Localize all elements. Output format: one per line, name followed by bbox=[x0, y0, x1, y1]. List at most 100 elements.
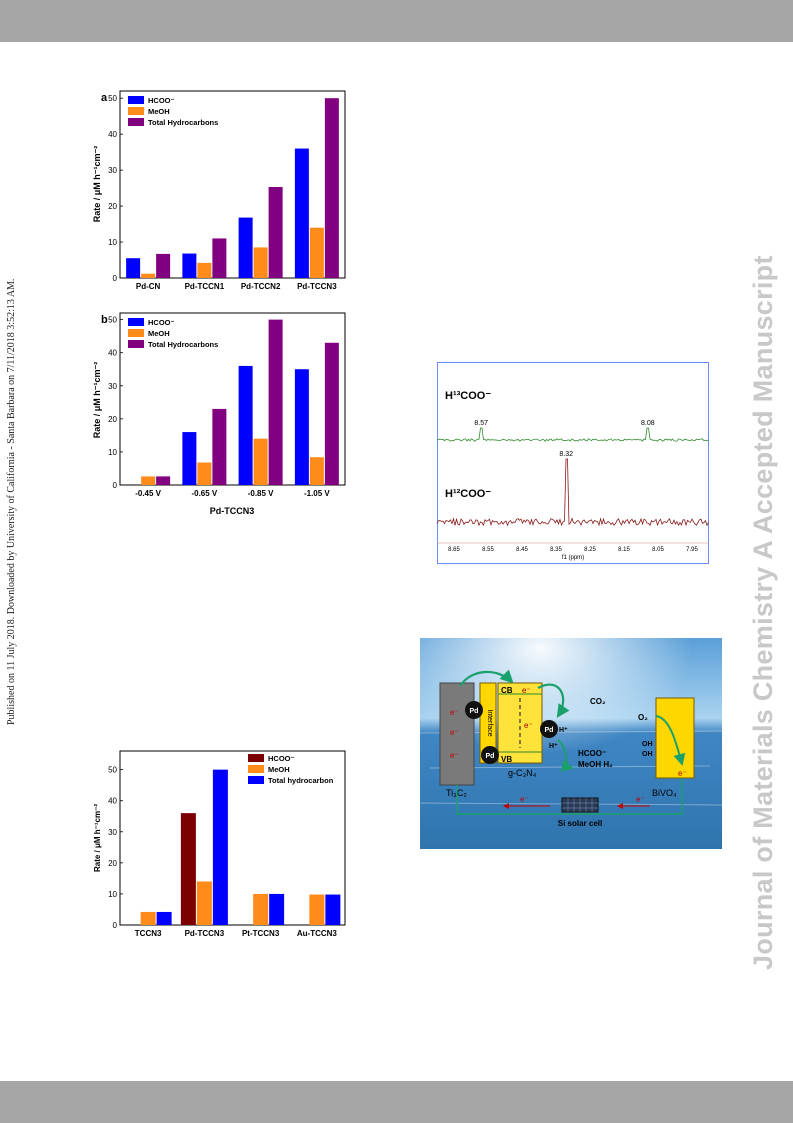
pd-label-2: Pd bbox=[486, 753, 495, 760]
bar bbox=[182, 432, 197, 485]
bar bbox=[324, 342, 339, 485]
legend-label: MeOH bbox=[148, 107, 170, 116]
series-label-bottom: H¹²COO⁻ bbox=[445, 488, 491, 500]
pd-particle-3 bbox=[540, 720, 558, 738]
x-tick-label: 8.35 bbox=[550, 547, 562, 553]
publication-note: Published on 11 July 2018. Downloaded by… bbox=[6, 278, 17, 725]
y-tick-label: 10 bbox=[108, 238, 117, 247]
electron-transfer-arrow-2 bbox=[537, 683, 570, 718]
bar bbox=[238, 217, 253, 278]
y-tick-label: 20 bbox=[108, 859, 117, 868]
bar bbox=[141, 476, 156, 485]
electron-bivo4: e⁻ bbox=[678, 769, 687, 778]
bar bbox=[268, 187, 283, 278]
y-tick-label: 30 bbox=[108, 166, 117, 175]
oxidation-arrow bbox=[655, 715, 686, 766]
legend-label: Total Hydrocarbons bbox=[148, 118, 218, 127]
bar bbox=[309, 457, 324, 485]
bivo4-label: BiVO₄ bbox=[652, 788, 677, 798]
legend-label: Total Hydrocarbons bbox=[148, 340, 218, 349]
legend-label: HCOO⁻ bbox=[148, 96, 175, 105]
bar bbox=[325, 894, 341, 925]
y-tick-label: 0 bbox=[113, 481, 118, 490]
x-tick-label: Pd-CN bbox=[136, 282, 161, 291]
x-tick-label: -0.85 V bbox=[248, 489, 274, 498]
bar bbox=[212, 769, 228, 925]
bar bbox=[212, 408, 227, 485]
x-tick-label: -1.05 V bbox=[304, 489, 330, 498]
bar bbox=[253, 247, 268, 278]
bar bbox=[212, 238, 227, 278]
products-label: HCOO⁻ bbox=[578, 749, 606, 758]
pd-particle-2 bbox=[481, 746, 499, 764]
spectrum-trace-top bbox=[437, 427, 709, 442]
bar bbox=[269, 893, 285, 925]
bar bbox=[156, 911, 172, 925]
oh-label-1: OH bbox=[642, 741, 653, 748]
external-circuit bbox=[456, 778, 683, 815]
hplus-label-2: H⁺ bbox=[549, 743, 558, 750]
legend-swatch bbox=[248, 765, 264, 773]
legend-swatch bbox=[128, 329, 144, 337]
legend-swatch bbox=[128, 318, 144, 326]
panel-label: a bbox=[101, 92, 108, 104]
bar bbox=[182, 253, 197, 278]
header-band bbox=[0, 0, 793, 42]
bar-chart-panel-b: b Rate / μM h⁻¹cm⁻² Pd-TCCN3 0 10 20 30 40 50… bbox=[92, 312, 346, 516]
x-tick-label: 8.15 bbox=[618, 547, 630, 553]
y-tick-label: 50 bbox=[108, 766, 117, 775]
x-tick-label: Pt-TCCN3 bbox=[242, 929, 280, 938]
bar bbox=[156, 476, 171, 485]
x-axis-label: Pd-TCCN3 bbox=[210, 506, 255, 516]
bar bbox=[196, 881, 212, 925]
electron-wire-left: e⁻ bbox=[520, 795, 529, 804]
bar bbox=[180, 813, 196, 925]
y-axis-label: Rate / μM h⁻¹cm⁻² bbox=[92, 362, 102, 439]
y-tick-label: 30 bbox=[108, 382, 117, 391]
bar bbox=[197, 462, 212, 485]
x-tick-label: -0.45 V bbox=[135, 489, 161, 498]
bar bbox=[140, 911, 156, 925]
spectrum-trace-bottom bbox=[436, 458, 709, 527]
x-tick-label: 8.65 bbox=[448, 547, 460, 553]
bar bbox=[238, 365, 253, 485]
y-axis-label: Rate / μM h⁻¹cm⁻² bbox=[93, 804, 102, 872]
legend-swatch bbox=[128, 118, 144, 126]
legend-label: HCOO⁻ bbox=[268, 754, 295, 763]
oh-label-2: OH bbox=[642, 751, 653, 758]
bar bbox=[309, 894, 325, 925]
solar-cell-label: Si solar cell bbox=[558, 819, 602, 828]
x-tick-label: Au-TCCN3 bbox=[297, 929, 338, 938]
legend-label: Total hydrocarbon bbox=[268, 776, 334, 785]
x-tick-label: Pd-TCCN1 bbox=[185, 282, 225, 291]
plot-frame bbox=[119, 312, 346, 486]
legend-swatch bbox=[128, 96, 144, 104]
x-tick-label: 8.45 bbox=[516, 547, 528, 553]
legend-swatch bbox=[248, 754, 264, 762]
legend-label: HCOO⁻ bbox=[148, 318, 175, 327]
co2-label: CO₂ bbox=[590, 697, 606, 706]
plot-frame bbox=[119, 90, 346, 279]
plot-frame bbox=[119, 750, 346, 926]
legend-label: MeOH bbox=[148, 329, 170, 338]
legend-swatch bbox=[248, 776, 264, 784]
y-tick-label: 0 bbox=[113, 274, 118, 283]
bar bbox=[253, 893, 269, 925]
cb-label: CB bbox=[501, 686, 513, 695]
electron-ti-1: e⁻ bbox=[450, 708, 459, 717]
reduction-arrow bbox=[557, 739, 574, 772]
y-tick-label: 10 bbox=[108, 890, 117, 899]
x-tick-label: Pd-TCCN3 bbox=[185, 929, 225, 938]
electron-gap: e⁻ bbox=[524, 721, 533, 730]
pd-particle-1 bbox=[465, 701, 483, 719]
series-label-top: H¹³COO⁻ bbox=[445, 390, 491, 402]
y-tick-label: 20 bbox=[108, 202, 117, 211]
x-tick-label: 7.95 bbox=[686, 547, 698, 553]
hplus-label-1: H⁺ bbox=[559, 727, 568, 734]
y-tick-label: 0 bbox=[113, 921, 118, 930]
y-tick-label: 50 bbox=[108, 94, 117, 103]
gc3n4-label: g-C₃N₄ bbox=[508, 768, 537, 778]
y-axis-label: Rate / μM h⁻¹cm⁻² bbox=[92, 146, 102, 223]
bar bbox=[253, 438, 268, 485]
x-tick-label: 8.55 bbox=[482, 547, 494, 553]
